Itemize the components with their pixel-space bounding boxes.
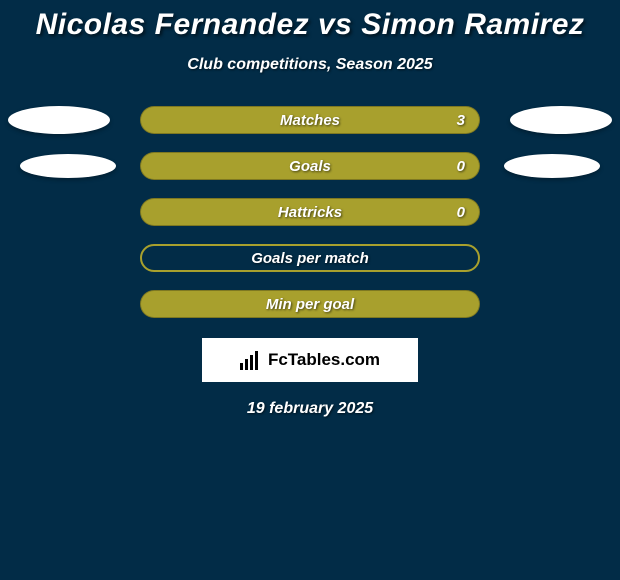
- logo-box: FcTables.com: [202, 338, 418, 382]
- stat-row-goals-per-match: Goals per match: [0, 244, 620, 272]
- stat-row-matches: Matches 3: [0, 106, 620, 134]
- player-right-marker: [504, 154, 600, 178]
- stat-label: Goals per match: [251, 250, 369, 267]
- stat-value: 0: [457, 204, 465, 221]
- stat-value: 3: [457, 112, 465, 129]
- player-right-marker: [510, 106, 612, 134]
- player-left-marker: [8, 106, 110, 134]
- infographic-container: Nicolas Fernandez vs Simon Ramirez Club …: [0, 0, 620, 418]
- stat-label: Goals: [289, 158, 331, 175]
- logo-text: FcTables.com: [268, 350, 380, 370]
- player-left-marker: [20, 154, 116, 178]
- stat-pill: Min per goal: [140, 290, 480, 318]
- stat-pill: Goals 0: [140, 152, 480, 180]
- stat-label: Matches: [280, 112, 340, 129]
- stat-pill: Hattricks 0: [140, 198, 480, 226]
- page-title: Nicolas Fernandez vs Simon Ramirez: [0, 8, 620, 42]
- date-text: 19 february 2025: [0, 400, 620, 418]
- stats-area: Matches 3 Goals 0 Hattricks 0 Goals per …: [0, 106, 620, 318]
- stat-value: 0: [457, 158, 465, 175]
- subtitle: Club competitions, Season 2025: [0, 56, 620, 74]
- stat-row-min-per-goal: Min per goal: [0, 290, 620, 318]
- stat-label: Min per goal: [266, 296, 354, 313]
- stat-pill: Matches 3: [140, 106, 480, 134]
- stat-label: Hattricks: [278, 204, 342, 221]
- bar-chart-icon: [240, 350, 262, 370]
- stat-row-hattricks: Hattricks 0: [0, 198, 620, 226]
- stat-pill: Goals per match: [140, 244, 480, 272]
- stat-row-goals: Goals 0: [0, 152, 620, 180]
